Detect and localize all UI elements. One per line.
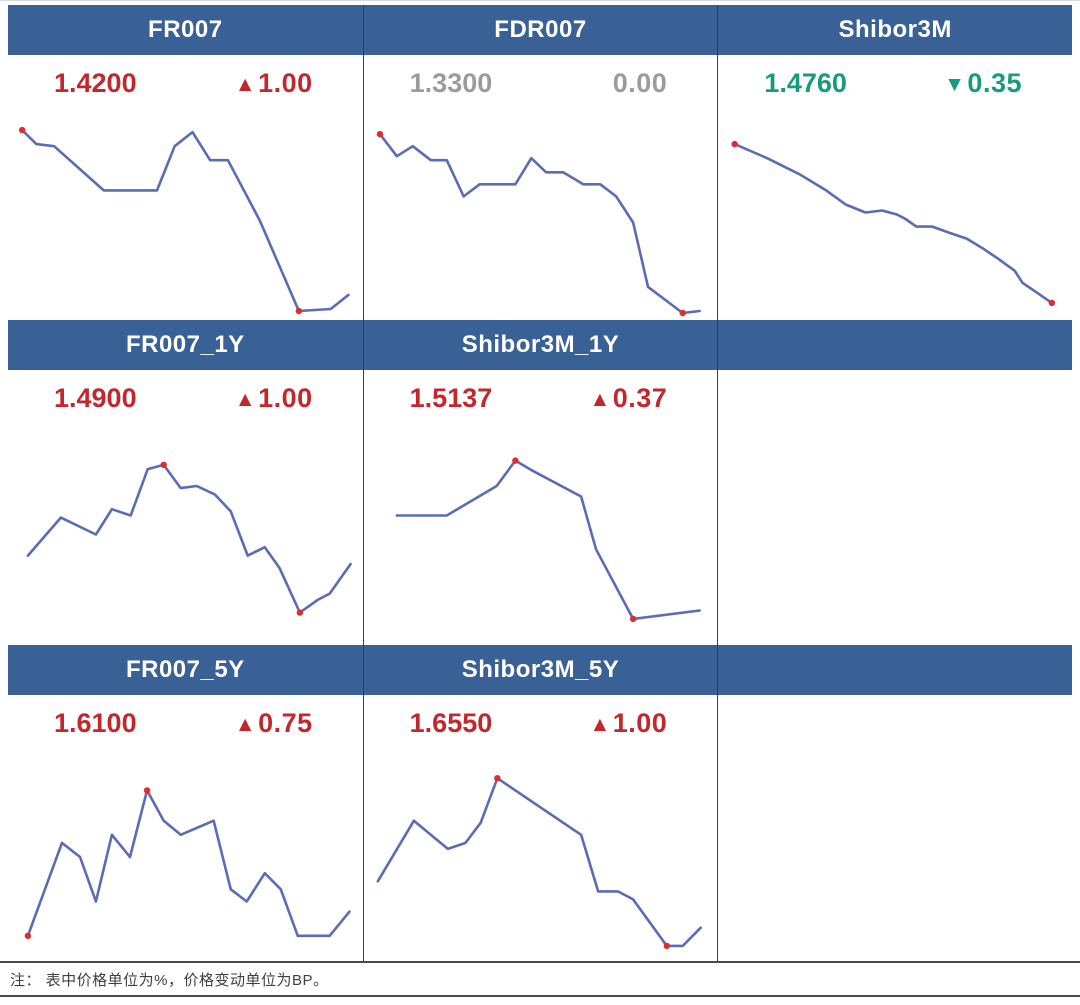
sparkline-table: FR007 FDR007 Shibor3M 1.4200 ▲1.00 1.3300 0.00… <box>8 5 1072 961</box>
chart-title: FR007_5Y <box>125 656 245 683</box>
value-row: 1.6100 ▲0.75 <box>8 695 363 751</box>
trend-line <box>376 776 702 948</box>
chart-header-shibor3m_1y: Shibor3M_1Y <box>362 320 718 370</box>
band-2-body-row: 1.4900 ▲1.00 1.5137 ▲0.37 <box>8 370 1072 645</box>
trend-marker <box>295 307 303 315</box>
value-row: 1.3300 0.00 <box>364 55 718 111</box>
top-hairline <box>0 0 1080 1</box>
rate-change: ▲1.00 <box>589 707 668 738</box>
chart-cell-shibor3m: 1.4760 ▼0.35 <box>717 55 1072 320</box>
sparkline-fr007 <box>18 126 350 315</box>
chart-cell-shibor3m_5y: 1.6550 ▲1.00 <box>362 695 718 961</box>
chart-header-fr007: FR007 <box>8 5 363 55</box>
chart-cell-fr007_5y: 1.6100 ▲0.75 <box>8 695 363 961</box>
sparkline-shibor3m_5y <box>376 775 702 950</box>
chart-header-fdr007: FDR007 <box>362 5 718 55</box>
rate-change: ▲0.75 <box>234 707 313 738</box>
chart-cell-empty <box>717 370 1072 645</box>
up-triangle-icon: ▲ <box>589 712 611 736</box>
rate-value: 1.4760 <box>764 67 847 98</box>
chart-title: Shibor3M_1Y <box>461 331 620 358</box>
trend-marker <box>18 126 26 134</box>
trend-marker <box>629 615 636 623</box>
rate-change: ▲0.37 <box>589 382 668 413</box>
rate-change: ▲1.00 <box>234 67 313 98</box>
up-triangle-icon: ▲ <box>234 387 257 411</box>
trend-marker <box>143 787 151 794</box>
band-1-header-row: FR007 FDR007 Shibor3M <box>8 5 1072 55</box>
chart-cell-shibor3m_1y: 1.5137 ▲0.37 <box>362 370 718 645</box>
trend-marker <box>679 309 686 317</box>
chart-header-fr007_1y: FR007_1Y <box>8 320 363 370</box>
trend-marker <box>511 457 519 464</box>
chart-title: FDR007 <box>494 16 587 43</box>
sparkline-fr007_1y <box>26 461 352 616</box>
band-3-header-row: FR007_5Y Shibor3M_5Y <box>8 645 1072 695</box>
trend-line <box>395 459 701 621</box>
rate-value: 1.4200 <box>54 67 137 98</box>
band-3-body-row: 1.6100 ▲0.75 1.6550 ▲1.00 <box>8 695 1072 961</box>
trend-marker <box>296 609 304 616</box>
chart-cell-fr007: 1.4200 ▲1.00 <box>8 55 363 320</box>
trend-line <box>26 789 351 938</box>
chart-title: FR007_1Y <box>125 331 245 358</box>
value-row: 1.5137 ▲0.37 <box>364 370 718 426</box>
sparkline-shibor3m_1y <box>395 457 701 623</box>
band-2-header-row: FR007_1Y Shibor3M_1Y <box>8 320 1072 370</box>
trend-marker <box>24 932 32 939</box>
chart-header-shibor3m: Shibor3M <box>717 5 1072 55</box>
value-row: 1.6550 ▲1.00 <box>364 695 718 751</box>
trend-line <box>733 142 1054 305</box>
trend-marker <box>731 140 739 148</box>
rate-change: ▲1.00 <box>234 382 313 413</box>
up-triangle-icon: ▲ <box>589 387 611 411</box>
rate-change: ▼0.35 <box>944 67 1022 98</box>
sparkline-fdr007 <box>376 130 701 317</box>
trend-marker <box>493 775 501 782</box>
chart-header-shibor3m_5y: Shibor3M_5Y <box>362 645 718 695</box>
value-row: 1.4760 ▼0.35 <box>718 55 1072 111</box>
band-1-body-row: 1.4200 ▲1.00 1.3300 0.00 1.4760 ▼0.35 <box>8 55 1072 320</box>
up-triangle-icon: ▲ <box>234 72 257 96</box>
chart-header-empty <box>717 320 1072 370</box>
chart-title: Shibor3M_5Y <box>461 656 620 683</box>
sparkline-shibor3m <box>731 140 1056 307</box>
chart-title: FR007 <box>148 16 223 43</box>
rate-value: 1.4900 <box>54 382 137 413</box>
trend-marker <box>160 461 167 469</box>
chart-header-empty <box>717 645 1072 695</box>
rate-value: 1.3300 <box>409 67 493 98</box>
trend-line <box>378 132 701 315</box>
rate-value: 1.6550 <box>409 707 493 738</box>
rate-change: 0.00 <box>612 67 668 98</box>
up-triangle-icon: ▲ <box>234 712 257 736</box>
value-row: 1.4200 ▲1.00 <box>8 55 363 111</box>
chart-header-fr007_5y: FR007_5Y <box>8 645 363 695</box>
chart-cell-fdr007: 1.3300 0.00 <box>362 55 718 320</box>
sparkline-fr007_5y <box>24 787 351 939</box>
value-row: 1.4900 ▲1.00 <box>8 370 363 426</box>
chart-title: Shibor3M <box>838 16 952 43</box>
trend-line <box>20 128 350 313</box>
trend-marker <box>1048 299 1056 307</box>
footer-bar: 注： 表中价格单位为%，价格变动单位为BP。 <box>0 961 1080 997</box>
trend-line <box>26 463 352 614</box>
down-triangle-icon: ▼ <box>944 72 966 96</box>
rate-value: 1.6100 <box>54 707 137 738</box>
chart-cell-fr007_1y: 1.4900 ▲1.00 <box>8 370 363 645</box>
trend-marker <box>663 942 670 950</box>
footer-note: 注： 表中价格单位为%，价格变动单位为BP。 <box>10 971 329 989</box>
chart-cell-empty <box>717 695 1072 961</box>
trend-marker <box>376 130 383 138</box>
rate-value: 1.5137 <box>409 382 493 413</box>
